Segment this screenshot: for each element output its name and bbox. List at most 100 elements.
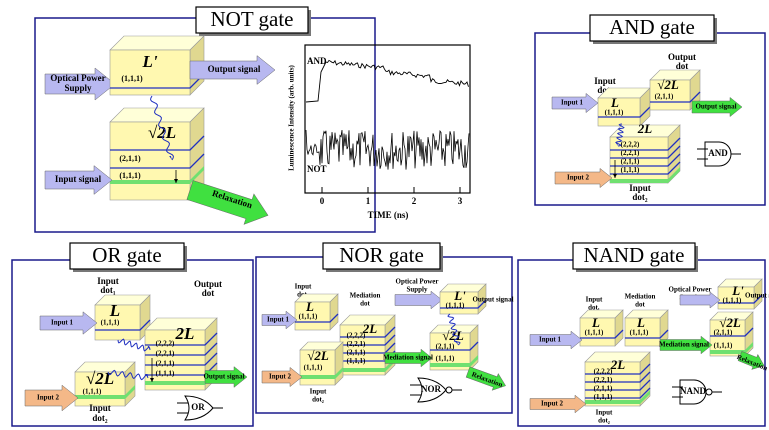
label: 1 [366, 196, 371, 206]
label: (1,1,1) [630, 329, 649, 337]
label: dot₂ [312, 396, 324, 404]
label: (1,1,1) [723, 297, 742, 305]
label: Input 1 [51, 319, 73, 327]
label: dot [360, 300, 370, 308]
not-trace [306, 130, 469, 170]
label: AND gate [609, 15, 695, 39]
label: (1,1,1) [605, 109, 624, 117]
label: (1,1,1) [83, 388, 102, 396]
label: (2,2,2) [156, 340, 175, 348]
label: dot [676, 61, 689, 71]
label: Output signal [695, 103, 736, 111]
label: Input [89, 403, 111, 413]
label: (2,2,1) [621, 149, 640, 157]
label: dot₂ [598, 417, 610, 425]
label: Optical Power [50, 73, 105, 83]
gate-bubble [446, 387, 452, 393]
label: NOT gate [210, 7, 293, 31]
label: Input 2 [37, 394, 59, 402]
label: (1,1,1) [436, 355, 455, 363]
label: Output signal [745, 292, 769, 300]
label: (2,1,1) [594, 385, 613, 393]
gate-bubble [706, 389, 712, 395]
label: 3 [458, 196, 463, 206]
cube-top [110, 36, 204, 50]
label: L' [141, 52, 157, 71]
label: (2,2,1) [594, 376, 613, 384]
arrow [395, 291, 442, 309]
label: dot [202, 288, 215, 298]
label: Mediation [625, 293, 656, 301]
label: (2,1,1) [436, 343, 455, 351]
label: Input 1 [539, 336, 561, 344]
label: √2L [148, 123, 176, 142]
label: (2,1,1) [621, 158, 640, 166]
label: dot [635, 301, 645, 309]
label: Optical Power [396, 278, 439, 286]
label: (2,2,2) [347, 332, 366, 340]
label: √2L [657, 77, 679, 92]
label: Luminescence Intensity (arb. units) [288, 64, 296, 170]
label: (1,1,1) [304, 364, 323, 372]
label: (2,2,1) [156, 350, 175, 358]
label: (1,1,1) [446, 302, 465, 310]
label: (2,1,1) [156, 360, 175, 368]
label: Output signal [208, 64, 261, 74]
label: dot₂ [92, 413, 108, 423]
label: NAND [680, 386, 706, 396]
label: Input 1 [267, 316, 289, 324]
label: Input [310, 388, 327, 396]
label: (1,1,1) [714, 342, 733, 350]
label: (1,1,1) [594, 393, 613, 401]
label: (2,2,2) [621, 141, 640, 149]
plot-frame [305, 45, 470, 193]
and-trace [306, 60, 469, 102]
label: √2L [307, 348, 329, 363]
label: (2,1,1) [655, 93, 674, 101]
label: (1,1,1) [156, 370, 175, 378]
label: NOR [421, 384, 442, 394]
label: Input [586, 296, 603, 304]
label: (1,1,1) [299, 313, 318, 321]
label: Input 2 [269, 373, 291, 381]
label: dot₂ [632, 192, 648, 202]
label: Mediation signal [659, 341, 709, 349]
label: Input 2 [567, 174, 589, 182]
diagram: NOT gateOptical PowerSupplyL'(1,1,1)Outp… [0, 0, 769, 430]
label: (1,1,1) [101, 319, 120, 327]
cube-side [335, 342, 343, 385]
label: Supply [64, 83, 92, 93]
label: NAND gate [584, 243, 685, 267]
label: Input 1 [561, 99, 583, 107]
label: Mediation [350, 292, 381, 300]
label: (1,1,1) [621, 166, 640, 174]
label: NOT [307, 164, 327, 174]
label: Output signal [472, 296, 513, 304]
label: (1,1,1) [121, 74, 143, 83]
label: AND [307, 56, 327, 66]
label: (1,1,1) [119, 171, 141, 180]
label: (1,1,1) [585, 329, 604, 337]
label: dot₁ [100, 285, 116, 295]
label: 2L [637, 121, 653, 136]
label: 2L [175, 324, 195, 343]
label: 0 [320, 196, 325, 206]
label: OR gate [92, 243, 161, 267]
label: TIME (ns) [368, 210, 409, 220]
label: OR [191, 402, 205, 412]
label: 2 [412, 196, 417, 206]
label: Optical Power [669, 286, 712, 294]
label: (2,1,1) [714, 329, 733, 337]
label: (2,2,2) [594, 368, 613, 376]
label: Supply [406, 286, 428, 294]
label: Input [596, 409, 613, 417]
label: AND [708, 148, 728, 158]
label: (2,2,1) [347, 340, 366, 348]
label: Mediation signal [383, 354, 433, 362]
label: NOR gate [339, 243, 424, 267]
label: Input signal [55, 174, 102, 184]
label: (2,1,1) [347, 349, 366, 357]
label: √2L [86, 369, 114, 388]
label: L [109, 301, 120, 320]
label: (2,1,1) [119, 154, 141, 163]
